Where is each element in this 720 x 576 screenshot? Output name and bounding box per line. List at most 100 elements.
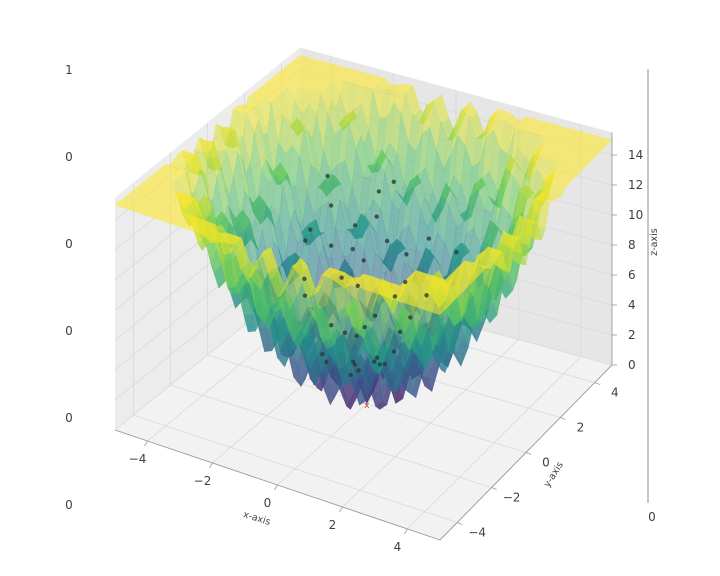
x-tick-mark [339,506,343,513]
z-tick-label: 4 [628,298,636,312]
surface-facet [557,181,570,188]
scatter-point [328,203,334,208]
scatter-point [302,276,307,281]
scatter-point [328,243,334,248]
surface-facet [538,201,550,230]
scatter-point [426,236,432,241]
scatter-point [348,372,353,378]
scatter-point [342,330,348,335]
scatter-point [320,352,325,357]
x-tick-mark [144,440,148,447]
x-tick-mark [404,528,408,535]
surface-facet [444,296,456,304]
y-tick-label: −4 [468,526,486,540]
surface-facet [592,145,605,153]
scatter-point [391,179,396,184]
scatter-point [350,246,355,252]
x-tick-label: −2 [194,474,212,488]
scatter-point [403,279,408,285]
surface-facet [459,280,472,288]
scatter-points: x [302,173,459,411]
surface-facet [436,304,449,312]
scatter-point [303,238,308,243]
surface-facet [506,234,519,249]
x-tick-mark [274,484,278,491]
y-tick-label: 4 [611,386,619,400]
scatter-point [372,359,377,364]
surface-facet [447,292,460,300]
floor-pane [115,280,612,540]
scatter-point [372,313,378,318]
y-tick-label: −2 [503,491,521,505]
scatter-point [408,315,413,320]
scatter-point [374,355,380,360]
extra-axis-tick-label: 0 [65,324,73,338]
scatter-point [397,329,403,335]
extra-axis-tick-label: 0 [65,150,73,164]
extra-axis-tick-label: 0 [65,237,73,251]
surface-facet [569,169,582,177]
scatter-point [376,189,382,194]
grid-y-floor [207,354,527,453]
z-tick-label: 6 [628,268,636,282]
extra-axis-right-tick: 0 [648,510,656,524]
grid-y-floor [133,414,458,523]
scatter-point [355,283,360,288]
scatter-point [352,362,358,367]
y-tick-mark [560,417,566,420]
z-tick-label: 12 [628,178,643,192]
scatter-point [404,252,409,257]
scatter-point [339,275,344,280]
z-tick-label: 0 [628,358,636,372]
extra-axis-tick-label: 1 [65,63,73,77]
scatter-point [424,293,429,298]
y-tick-mark [594,382,600,385]
scatter-point [362,325,367,330]
z-tick-label: 10 [628,208,643,222]
scatter-point [454,250,459,255]
scatter-point [329,323,334,328]
scatter-point [325,173,330,179]
surface-facet [467,272,480,280]
y-tick-mark [491,487,497,490]
scatter-point [354,333,359,339]
scatter-point [308,227,313,232]
scatter-point [324,359,329,365]
z-tick-label: 2 [628,328,636,342]
x-tick-label: 2 [329,518,337,532]
y-tick-mark [525,452,532,455]
x-tick-label: 4 [394,540,402,554]
scatter-point [302,293,308,298]
scatter-point [384,238,390,244]
x-tick-mark [209,462,213,469]
x-tick-label: −4 [129,452,147,466]
surface-facet [432,308,445,316]
scatter-point [392,294,398,299]
scatter-point [391,349,397,354]
extra-axis-tick-label: 0 [65,498,73,512]
y-tick-label: 2 [577,421,585,435]
y-tick-label: 0 [542,456,550,470]
surface-facet [530,222,542,241]
surface-mesh [114,54,613,411]
surface-facet [550,195,562,199]
minimum-marker: x [364,401,370,411]
grid-y-floor [170,384,492,488]
scatter-point [352,223,358,228]
scatter-point [374,214,379,219]
scatter-point [377,362,383,367]
x-tick-label: 0 [264,496,272,510]
scatter-point [356,368,361,373]
extra-axis-tick-label: 0 [65,411,73,425]
y-tick-mark [457,522,463,525]
scatter-point [361,258,366,263]
z-tick-label: 14 [628,148,643,162]
x-axis-label: x-axis [242,509,272,528]
surface-facet [581,157,593,165]
surface-facet [577,161,589,169]
surface-facet [463,276,476,284]
z-tick-label: 8 [628,238,636,252]
z-axis-label: z-axis [649,228,660,255]
